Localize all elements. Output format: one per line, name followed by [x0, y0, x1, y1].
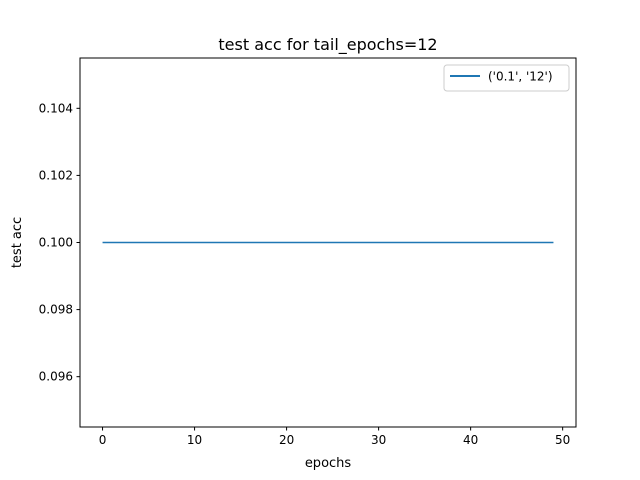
y-tick-label: 0.096 — [39, 370, 73, 384]
y-axis-ticks: 0.096 0.098 0.100 0.102 0.104 — [39, 101, 80, 384]
y-tick-label: 0.102 — [39, 168, 73, 182]
legend: ('0.1', '12') — [443, 64, 570, 92]
x-tick-label: 40 — [463, 433, 478, 447]
x-axis-label: epochs — [305, 456, 352, 471]
y-tick-label: 0.098 — [39, 303, 73, 317]
chart-title: test acc for tail_epochs=12 — [218, 35, 437, 55]
legend-box — [443, 64, 570, 92]
y-tick-label: 0.104 — [39, 101, 73, 115]
x-tick-label: 30 — [371, 433, 386, 447]
y-tick-label: 0.100 — [39, 236, 73, 250]
x-tick-label: 0 — [99, 433, 107, 447]
x-tick-label: 50 — [555, 433, 570, 447]
x-tick-label: 10 — [187, 433, 202, 447]
x-axis-ticks: 0 10 20 30 40 50 — [99, 427, 570, 447]
y-axis-label: test acc — [10, 217, 25, 268]
plot-area: 0 10 20 30 40 50 0.096 0.098 0.100 0.102 0.104 — [39, 57, 577, 447]
legend-label: ('0.1', '12') — [488, 70, 553, 84]
x-tick-label: 20 — [279, 433, 294, 447]
